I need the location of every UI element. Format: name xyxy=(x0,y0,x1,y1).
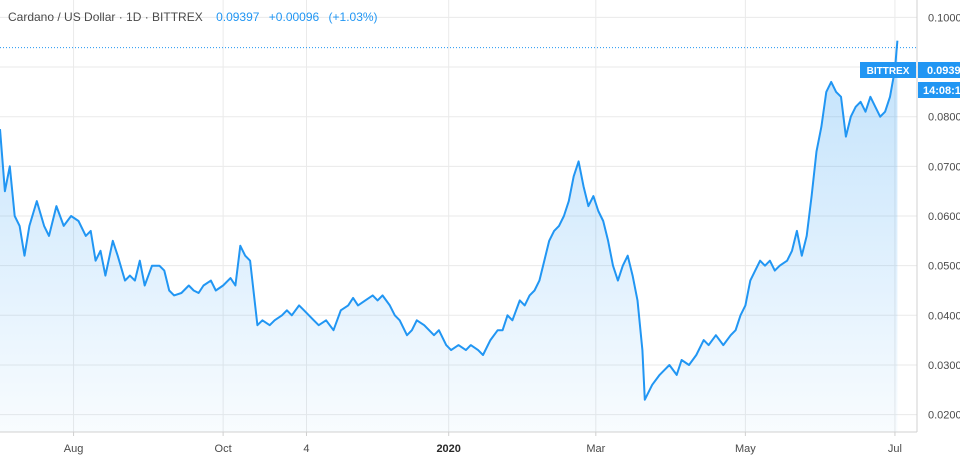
price-change-percent: (+1.03%) xyxy=(328,10,378,24)
y-tick-label: 0.0700 xyxy=(928,161,960,173)
price-change: +0.00096 xyxy=(268,10,320,24)
y-tick-label: 0.0200 xyxy=(928,410,960,422)
y-tick-label: 0.0500 xyxy=(928,261,960,273)
series-line xyxy=(0,40,899,401)
y-tick-label: 0.0300 xyxy=(928,360,960,372)
y-tick-label: 0.0400 xyxy=(928,310,960,322)
price-tag: BITTREX 0.0939 14:08:1 xyxy=(860,62,960,98)
series-area xyxy=(0,40,898,432)
x-tick-label: 4 xyxy=(303,443,309,455)
exchange-tag-bg xyxy=(860,62,916,78)
exchange-tag: BITTREX xyxy=(867,66,910,77)
x-axis-ticks: Aug Oct 4 2020 Mar May Jul xyxy=(64,432,902,455)
price-tag-value: 0.0939 xyxy=(927,65,960,77)
x-tick-label: Oct xyxy=(215,443,232,455)
x-tick-label: Jul xyxy=(888,443,902,455)
bar-countdown: 14:08:1 xyxy=(923,85,960,97)
countdown-tag-bg xyxy=(918,82,960,98)
x-tick-label: Mar xyxy=(586,443,605,455)
x-tick-label: May xyxy=(735,443,756,455)
last-price: 0.09397 xyxy=(216,10,260,24)
symbol-title[interactable]: Cardano / US Dollar · 1D · BITTREX xyxy=(8,10,203,24)
chart-header: Cardano / US Dollar · 1D · BITTREX 0.093… xyxy=(8,10,378,24)
y-tick-label: 0.0800 xyxy=(928,112,960,124)
price-tag-bg xyxy=(918,62,960,78)
x-tick-label: Aug xyxy=(64,443,84,455)
y-tick-label: 0.1000 xyxy=(928,12,960,24)
y-tick-label: 0.0600 xyxy=(928,211,960,223)
x-tick-label: 2020 xyxy=(436,443,460,455)
